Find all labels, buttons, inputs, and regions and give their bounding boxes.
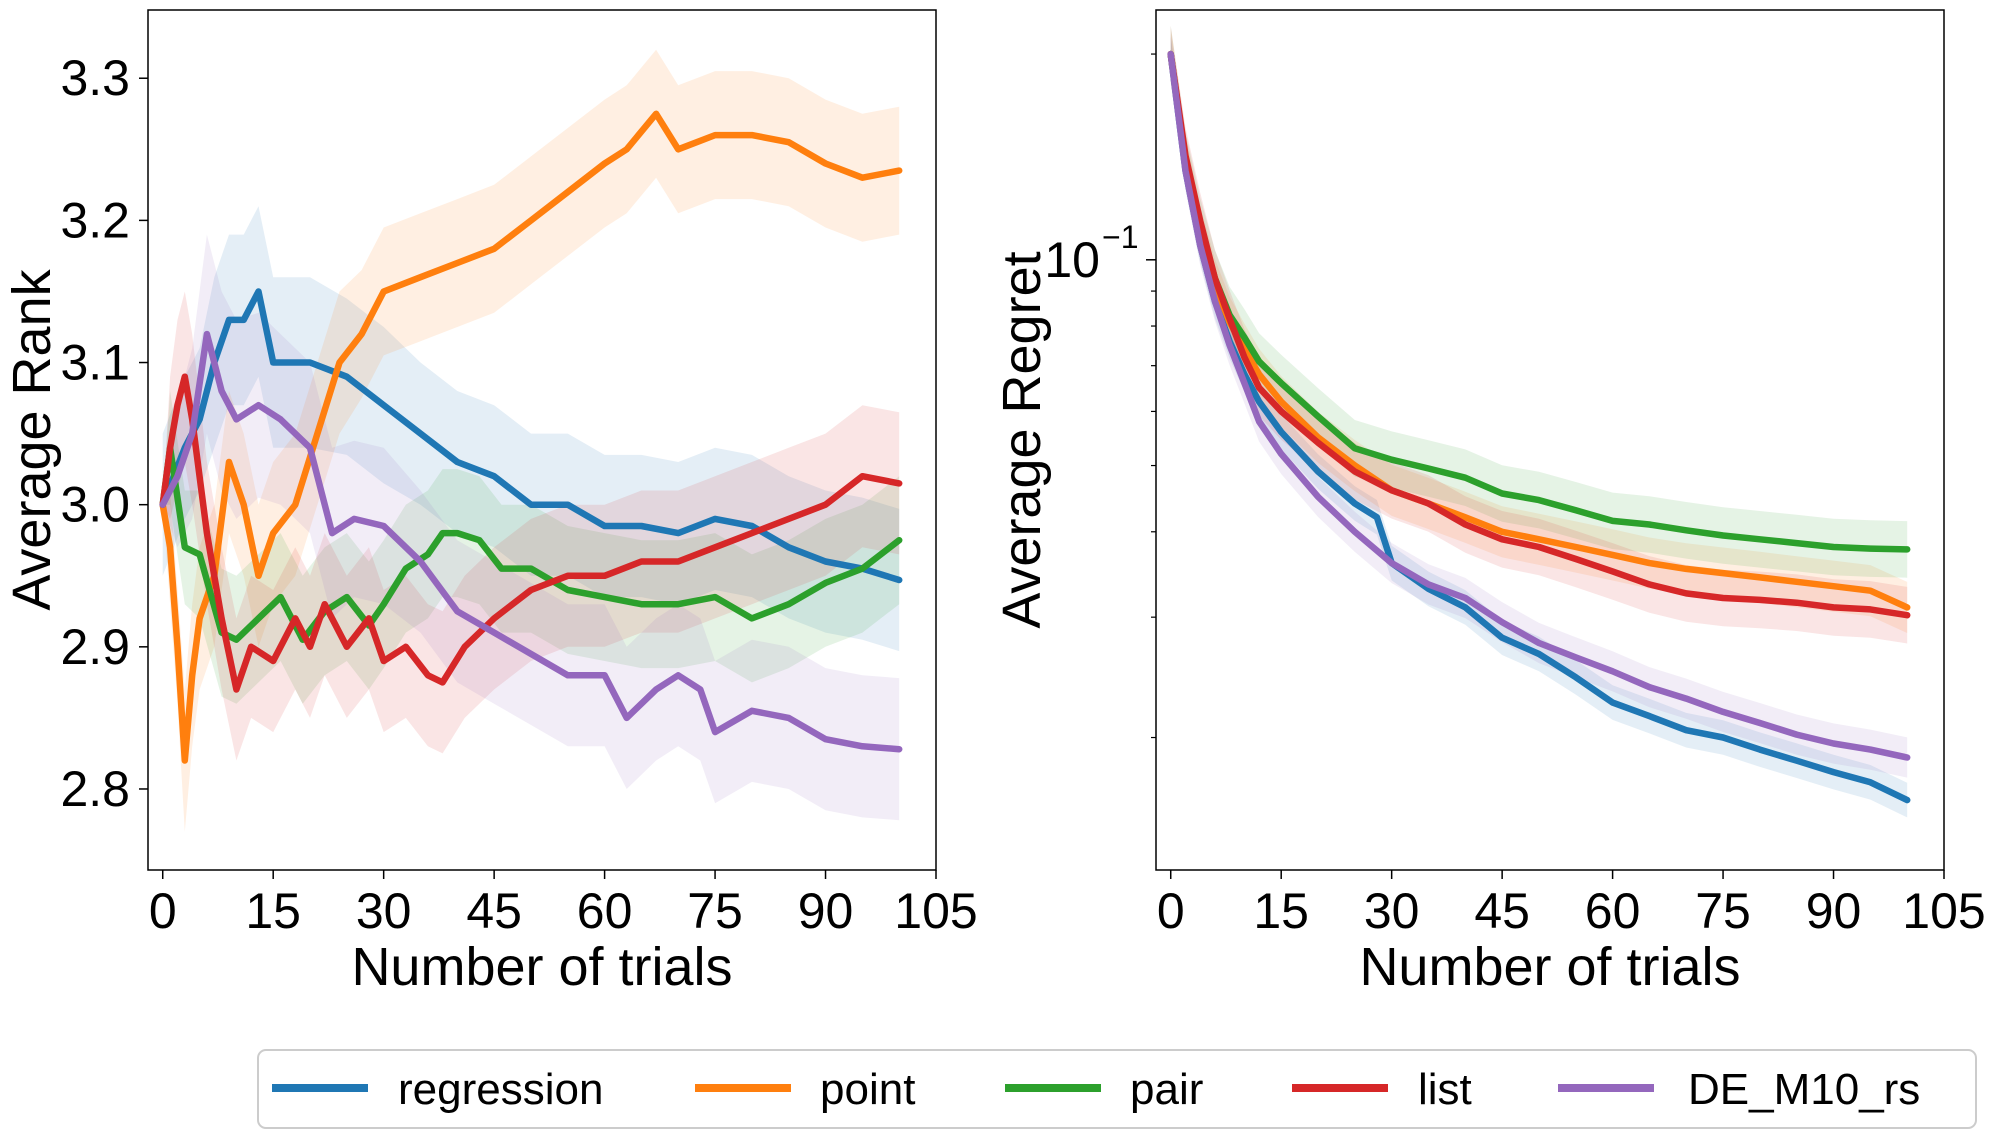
rank-y-tick-label-5: 3.3 (60, 50, 130, 106)
legend: regression point pair list DE_M10_rs (257, 1049, 1977, 1129)
rank-band-de-m10-rs (162, 234, 900, 821)
rank-band-regression (162, 206, 900, 652)
legend-frame (257, 1049, 1977, 1129)
regret-band-point (1170, 28, 1908, 633)
left-panel-rank: 0 15 30 45 60 75 90 105 Number of trials Average … (2, 9, 978, 997)
rank-y-tick-label-4: 3.2 (60, 192, 130, 248)
legend-label-list: list (1418, 1065, 1472, 1114)
regret-x-tick-label-15: 15 (1253, 883, 1309, 939)
rank-line-list (159, 373, 903, 693)
legend-entry-point: point (695, 1065, 915, 1114)
rank-plot-area (159, 49, 903, 832)
rank-x-tick-label-60: 60 (577, 883, 633, 939)
right-panel-regret: 0 15 30 45 60 75 90 105 Number of trials Average … (992, 9, 1986, 997)
regret-x-tick-label-30: 30 (1364, 883, 1420, 939)
legend-entry-regression: regression (272, 1065, 603, 1114)
rank-line-regression (159, 288, 903, 584)
legend-entry-pair: pair (1005, 1065, 1203, 1114)
regret-line-list (1167, 50, 1911, 619)
rank-band-pair (162, 391, 900, 704)
rank-x-tick-label-105: 105 (894, 883, 977, 939)
regret-x-tick-label-75: 75 (1695, 883, 1751, 939)
rank-y-tick-label-1: 2.9 (60, 619, 130, 675)
legend-label-pair: pair (1130, 1065, 1203, 1114)
regret-x-tick-label-90: 90 (1806, 883, 1862, 939)
regret-x-tick-label-0: 0 (1157, 883, 1185, 939)
rank-y-tick-label-3: 3.1 (60, 335, 130, 391)
rank-x-tick-label-30: 30 (356, 883, 412, 939)
rank-band-point (162, 49, 900, 832)
legend-label-point: point (820, 1065, 915, 1114)
rank-x-tick-label-90: 90 (798, 883, 854, 939)
regret-y-axis-title: Average Regret (992, 251, 1052, 628)
legend-label-de-m10-rs: DE_M10_rs (1688, 1065, 1920, 1114)
regret-plot-area (1167, 25, 1911, 818)
legend-entry-list: list (1292, 1065, 1472, 1114)
legend-entry-de-m10-rs: DE_M10_rs (1558, 1065, 1920, 1114)
rank-x-tick-label-0: 0 (149, 883, 177, 939)
regret-axes-frame (1155, 9, 1945, 871)
rank-line-de-m10-rs (159, 330, 903, 753)
regret-band-list (1170, 25, 1908, 644)
rank-y-tick-label-2: 3.0 (60, 477, 130, 533)
rank-y-axis-title: Average Rank (2, 268, 62, 610)
regret-x-axis-title: Number of trials (1359, 937, 1740, 997)
rank-x-tick-label-15: 15 (245, 883, 301, 939)
regret-x-tick-label-105: 105 (1902, 883, 1985, 939)
rank-x-tick-label-75: 75 (687, 883, 743, 939)
regret-x-tick-label-60: 60 (1585, 883, 1641, 939)
rank-x-tick-label-45: 45 (466, 883, 522, 939)
rank-line-point (159, 110, 903, 764)
rank-line-pair (159, 444, 903, 643)
regret-y-tick-label-base: 10 (1044, 232, 1100, 288)
regret-x-tick-label-45: 45 (1474, 883, 1530, 939)
regret-band-regression (1170, 36, 1908, 818)
regret-band-de-m10-rs (1170, 34, 1908, 778)
legend-label-regression: regression (398, 1065, 603, 1114)
regret-band-pair (1170, 25, 1908, 578)
regret-line-de-m10-rs (1167, 50, 1911, 761)
rank-axes-frame (147, 9, 937, 871)
rank-x-axis-title: Number of trials (351, 937, 732, 997)
regret-y-tick-label-exponent: −1 (1102, 219, 1138, 255)
rank-y-tick-label-0: 2.8 (60, 761, 130, 817)
